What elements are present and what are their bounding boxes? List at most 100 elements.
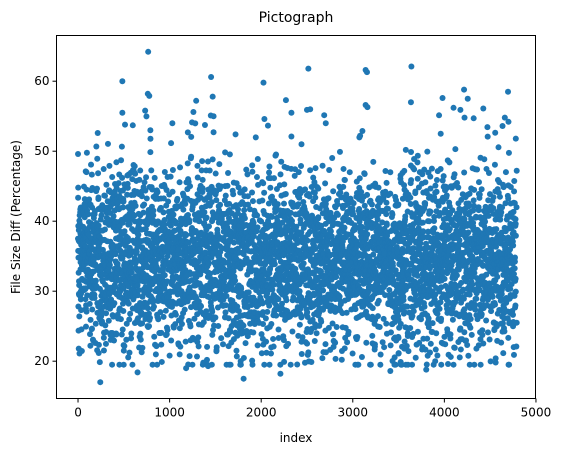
data-point [426,349,433,356]
data-point [423,361,430,368]
data-point [484,329,491,336]
data-point [137,336,144,343]
data-point [277,171,284,178]
data-point [261,361,268,368]
data-point [511,188,518,195]
data-point [113,184,120,191]
data-point [433,177,440,184]
data-point [338,356,345,363]
data-point [288,109,295,116]
data-point [172,321,179,328]
data-point [199,158,206,165]
data-point [76,313,83,320]
data-point [296,321,303,328]
data-point [92,277,99,284]
data-point [192,120,199,127]
data-point [235,206,242,213]
data-point [129,361,136,368]
data-point [167,222,174,229]
data-point [325,195,332,202]
data-point [111,337,118,344]
data-point [470,197,477,204]
data-point [389,211,396,218]
data-point [102,340,109,347]
data-point [75,345,82,352]
data-point [285,340,292,347]
data-point [162,307,169,314]
data-point [433,330,440,337]
data-point [125,300,132,307]
data-point [148,167,155,174]
data-point [78,326,85,333]
data-point [240,354,247,361]
data-point [103,310,110,317]
data-point [146,286,153,293]
data-point [119,219,126,226]
data-point [83,186,90,193]
data-point [128,269,135,276]
data-point [94,155,101,162]
data-point [467,324,474,331]
data-point [322,120,329,127]
data-point [440,173,447,180]
data-point [400,297,407,304]
data-point [205,223,212,230]
data-point [289,328,296,335]
data-point [87,342,94,349]
data-point [352,306,359,313]
data-point [177,227,184,234]
data-point [371,341,378,348]
data-point [334,211,341,218]
data-point [341,176,348,183]
data-point [506,361,513,368]
data-point [304,237,311,244]
data-point [282,97,289,104]
data-point [275,326,282,333]
data-point [441,275,448,282]
data-point [188,153,195,160]
x-tick-label: 5000 [521,406,552,420]
data-point [120,347,127,354]
data-point [450,361,457,368]
data-point [260,321,267,328]
data-point [445,360,452,367]
data-point [182,338,189,345]
data-point [492,129,499,136]
x-tick-label: 0 [74,406,82,420]
data-point [480,340,487,347]
data-point [513,204,520,211]
data-point [266,302,273,309]
data-point [151,174,158,181]
data-point [165,198,172,205]
data-point [498,339,505,346]
data-point [176,179,183,186]
x-axis-label: index [280,431,313,445]
data-point [308,359,315,366]
data-point [84,292,91,299]
data-point [124,191,131,198]
data-point [116,361,123,368]
data-point [421,303,428,310]
data-point [268,321,275,328]
data-point [408,63,415,70]
data-point [511,265,518,272]
data-point [423,366,430,373]
data-point [75,184,82,191]
data-point [438,315,445,322]
data-point [187,323,194,330]
data-point [327,228,334,235]
data-point [106,262,113,269]
y-tick-label: 60 [34,74,49,88]
data-point [98,212,105,219]
data-point [509,311,516,318]
data-point [513,319,520,326]
data-point [168,140,175,147]
data-point [364,104,371,111]
data-point [298,313,305,320]
data-point [92,320,99,327]
data-point [511,178,518,184]
data-point [166,352,173,359]
data-point [77,296,84,303]
data-point [370,158,377,165]
